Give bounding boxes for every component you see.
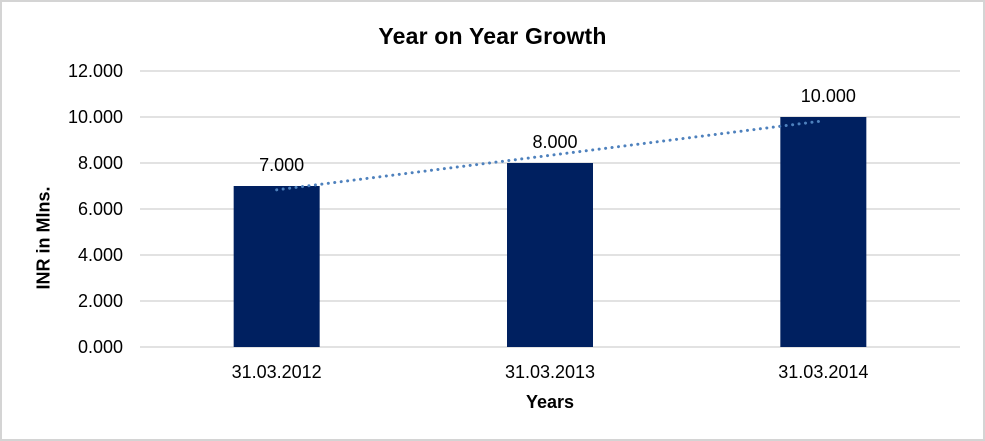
x-tick-label: 31.03.2013 <box>505 362 595 382</box>
y-tick-label: 2.000 <box>78 291 123 311</box>
y-tick-label: 4.000 <box>78 245 123 265</box>
y-tick-label: 0.000 <box>78 337 123 357</box>
chart-title: Year on Year Growth <box>378 23 607 49</box>
bar <box>507 163 593 347</box>
x-tick-label: 31.03.2012 <box>232 362 322 382</box>
bar-value-label: 10.000 <box>801 86 856 106</box>
bar <box>233 186 320 347</box>
bar-value-label: 7.000 <box>259 155 304 175</box>
bar-value-label: 8.000 <box>532 132 577 152</box>
bar <box>780 117 867 347</box>
trendline <box>275 119 825 192</box>
y-tick-label: 10.000 <box>68 107 123 127</box>
x-tick-label: 31.03.2014 <box>778 362 868 382</box>
y-tick-label: 6.000 <box>78 199 123 219</box>
y-tick-label: 12.000 <box>68 61 123 81</box>
x-axis-title: Years <box>525 392 575 412</box>
y-tick-label: 8.000 <box>78 153 123 173</box>
